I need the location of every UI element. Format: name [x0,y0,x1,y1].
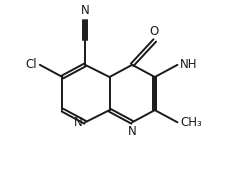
Text: N: N [73,116,82,129]
Text: N: N [80,4,89,17]
Text: CH₃: CH₃ [179,116,201,129]
Text: NH: NH [179,58,197,71]
Text: O: O [149,25,158,38]
Text: Cl: Cl [25,58,37,71]
Text: N: N [127,125,136,138]
